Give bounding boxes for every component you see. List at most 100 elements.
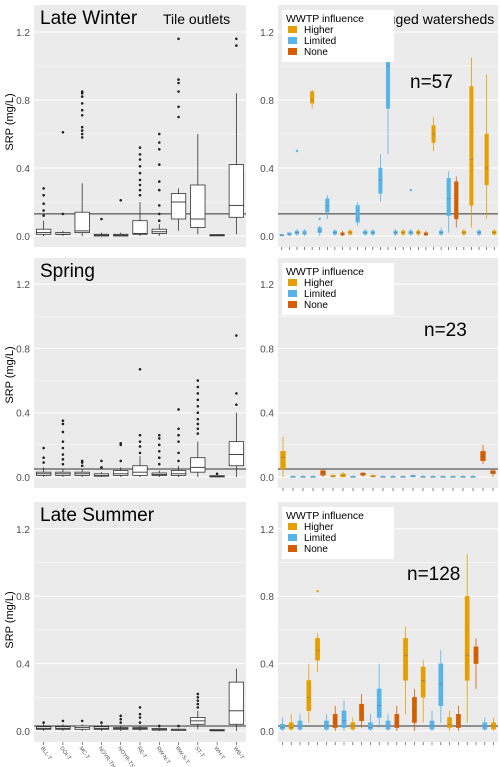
box-body [306, 680, 312, 711]
y-tick-label-late-summer-gauged: 1.2 [260, 525, 274, 536]
outlier-point [138, 158, 142, 161]
outlier-point [119, 441, 123, 445]
outlier-point [61, 422, 65, 426]
box-body [447, 717, 452, 728]
x-tick-label-tile: WH-T [212, 746, 226, 762]
legend-title: WWTP influence [286, 13, 364, 25]
box-body [290, 476, 296, 478]
y-tick-label-spring-gauged: 1.2 [260, 280, 274, 291]
box-body [317, 227, 322, 233]
box-body [350, 476, 356, 478]
outlier-point [61, 462, 65, 466]
y-tick-label-late-summer-tile: 0.0 [16, 727, 30, 738]
x-tick-label-tile: RW-N-T [155, 746, 172, 766]
box-body [287, 232, 292, 236]
outlier-point [61, 430, 65, 434]
outlier-point [196, 392, 200, 395]
y-tick-label-late-summer-tile: 1.2 [16, 525, 30, 536]
box-body [297, 720, 303, 730]
outlier-point [138, 178, 142, 182]
y-tick-label-spring-gauged: 0.8 [260, 344, 274, 355]
x-tick-label-tile: BLL-T [39, 746, 53, 762]
box-body [340, 232, 345, 236]
box-body [355, 205, 360, 223]
outlier-point [196, 404, 200, 408]
box-body [315, 638, 320, 661]
outlier-point [61, 719, 65, 723]
legend-swatch-higher [288, 523, 297, 530]
outlier-point [177, 78, 180, 81]
box-body [170, 193, 187, 220]
legend-label-higher: Higher [304, 25, 334, 36]
outlier-point [80, 459, 84, 463]
box-body [288, 722, 294, 730]
outlier-point [157, 437, 161, 440]
outlier-point [157, 449, 161, 453]
legend-box [282, 10, 394, 62]
outlier-point [80, 719, 84, 723]
outlier-point [177, 37, 180, 41]
outlier-point [80, 108, 84, 112]
outlier-point [196, 702, 200, 706]
outlier-point [157, 180, 161, 183]
box-body [420, 476, 426, 478]
tile-outlets-title: Tile outlets [163, 11, 230, 27]
outlier-point [177, 440, 180, 443]
outlier-point [177, 408, 180, 411]
box-body [484, 133, 489, 186]
outlier-point [42, 187, 45, 190]
outlier-point [61, 419, 65, 423]
x-tick-label-tile: WB-T [232, 746, 245, 761]
outlier-point [119, 721, 123, 724]
box-body [390, 476, 396, 478]
box-body [190, 184, 206, 228]
box-body [359, 703, 364, 722]
outlier-point [196, 692, 200, 696]
legend-swatch-limited [288, 534, 297, 541]
outlier-point [80, 102, 84, 105]
outlier-point [61, 453, 65, 456]
y-axis-label-late-summer: SRP (mg/L) [4, 591, 16, 648]
legend-swatch-limited [288, 37, 297, 44]
outlier-point [42, 214, 45, 217]
box-body [385, 720, 391, 730]
outlier-point [196, 385, 200, 389]
outlier-point [100, 217, 103, 221]
box-body [170, 470, 187, 476]
box-body [300, 476, 306, 478]
box-body [429, 720, 435, 730]
legend-swatch-none [288, 545, 297, 552]
outlier-point [61, 440, 65, 443]
outlier-point [157, 456, 161, 460]
outlier-point [196, 411, 200, 414]
season-title-late-winter: Late Winter [40, 8, 138, 29]
y-tick-label-late-summer-gauged: 0.4 [260, 660, 274, 671]
box-body [341, 710, 347, 728]
box-body [446, 178, 451, 216]
box-body [420, 666, 426, 698]
y-tick-label-late-summer-gauged: 0.8 [260, 592, 274, 603]
outlier-point [138, 706, 142, 709]
outlier-point [157, 132, 161, 136]
box-body [36, 228, 52, 235]
outlier-point [235, 334, 238, 337]
y-tick-label-spring-tile: 0.4 [16, 409, 30, 420]
outlier-point [177, 433, 180, 437]
legend-label-higher: Higher [304, 522, 334, 533]
outlier-point [119, 199, 123, 202]
outlier-point [42, 446, 45, 450]
y-tick-label-spring-tile: 0.0 [16, 473, 30, 484]
box-body [190, 457, 206, 473]
outlier-point [157, 163, 161, 166]
box-body [456, 714, 461, 728]
panel-bg-spring-tile [34, 258, 246, 488]
legend-swatch-higher [288, 26, 297, 33]
x-tick-label-tile: DOI-T [58, 746, 72, 762]
outlier-point [409, 188, 412, 192]
outlier-point [177, 105, 180, 109]
outlier-point [42, 461, 45, 464]
x-tick-label-tile: NOYR-TN [97, 746, 116, 767]
season-title-late-summer: Late Summer [40, 505, 155, 526]
legend-swatch-none [288, 48, 297, 55]
